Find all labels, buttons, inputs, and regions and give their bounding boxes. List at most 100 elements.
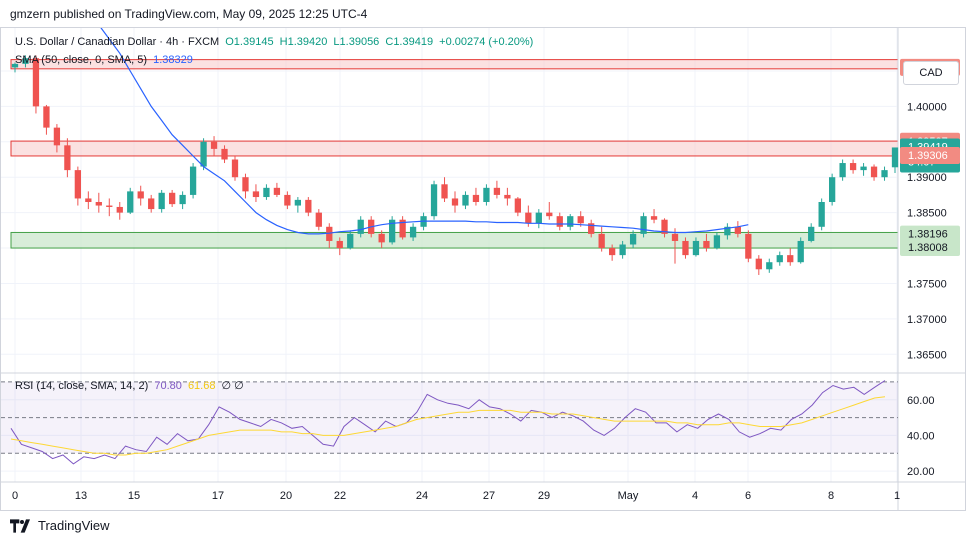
publish-caption: gmzern published on TradingView.com, May… (10, 7, 368, 21)
candle-body (294, 199, 301, 206)
rsi-sma-line (10, 396, 886, 456)
rsi-tick-label: 60.00 (907, 395, 935, 407)
rsi-tick-label: 40.00 (907, 430, 935, 442)
candle-body (284, 194, 291, 206)
candle-body (389, 219, 396, 243)
change-value: +0.00274 (+0.20%) (439, 36, 534, 48)
time-tick-label: 4 (692, 490, 698, 502)
candle-body (849, 163, 857, 171)
time-tick-label: 1 (894, 490, 900, 502)
footer: TradingView (10, 518, 110, 533)
candle-body (797, 240, 804, 263)
rsi-extra: ∅ ∅ (221, 380, 244, 392)
sma-line (100, 28, 749, 235)
candle-body (200, 141, 207, 167)
candle-body (671, 233, 679, 241)
candle-body (148, 198, 155, 210)
candle-body (609, 248, 616, 256)
candle-body (881, 170, 888, 178)
candle-body (273, 187, 281, 195)
candle-body (682, 240, 689, 256)
candle-body (483, 187, 490, 202)
candle-body (399, 219, 406, 238)
price-tick-label: 1.39000 (907, 172, 947, 184)
candle-body (169, 192, 176, 205)
candle-body (829, 177, 836, 202)
candle-body (43, 106, 50, 128)
candle-body (158, 192, 165, 210)
candle-body (734, 226, 741, 234)
candle-body (525, 212, 532, 224)
candle-body (210, 141, 218, 149)
chart-frame: 1.365001.370001.375001.380001.385001.390… (0, 27, 966, 511)
candle-body (451, 198, 459, 206)
candle-body (179, 194, 186, 205)
time-tick-label: 13 (75, 490, 87, 502)
candle-body (745, 233, 752, 259)
candle-body (347, 233, 354, 249)
candle-body (787, 255, 794, 263)
candle-body (64, 145, 71, 171)
candle-body (472, 194, 480, 202)
candle-body (231, 159, 239, 178)
candle-body (32, 58, 40, 107)
candle-body (504, 194, 511, 199)
symbol-name: U.S. Dollar / Canadian Dollar · 4h · FXC… (15, 36, 220, 48)
candle-body (11, 63, 19, 68)
time-tick-label: May (618, 490, 639, 502)
candle-body (221, 148, 228, 160)
rsi-value: 70.80 (154, 380, 182, 392)
zone-resistance-mid (10, 140, 899, 157)
rsi-tick-label: 20.00 (907, 466, 935, 478)
candle-body (514, 198, 521, 213)
rsi-legend: RSI (14, close, SMA, 14, 2) 70.80 61.68 … (15, 379, 247, 392)
price-tick-label: 1.38500 (907, 208, 947, 220)
time-tick-label: 8 (828, 490, 834, 502)
candle-body (818, 202, 825, 227)
candle-body (357, 219, 364, 234)
candle-body (336, 240, 343, 249)
candle-body (629, 233, 637, 245)
candle-body (315, 212, 322, 227)
candle-body (692, 240, 700, 256)
candle-body (724, 226, 731, 236)
price-label-bg (900, 225, 960, 243)
price-tick-label: 1.40000 (907, 101, 947, 113)
candle-body (189, 166, 197, 195)
candle-body (127, 191, 134, 213)
sma-value: 1.38329 (153, 54, 193, 66)
candle-body (755, 258, 762, 270)
tradingview-logo-icon (10, 518, 30, 533)
price-tick-label: 1.36500 (907, 349, 947, 361)
candle-body (891, 147, 899, 168)
currency-selector[interactable]: CAD (903, 61, 959, 85)
candle-body (577, 216, 584, 224)
footer-brand: TradingView (38, 518, 110, 533)
candle-body (242, 177, 249, 192)
candle-body (535, 212, 542, 224)
zone-support (10, 231, 899, 249)
price-tick-label: 1.37000 (907, 314, 947, 326)
candle-body (839, 163, 846, 178)
candle-body (378, 233, 385, 243)
price-label-bg (900, 238, 960, 256)
candle-body (326, 226, 333, 241)
time-tick-label: 22 (334, 490, 346, 502)
symbol-legend: U.S. Dollar / Canadian Dollar · 4h · FXC… (15, 36, 536, 48)
price-label-text: 1.38008 (908, 242, 948, 254)
candle-body (766, 262, 773, 270)
candle-body (430, 184, 438, 217)
time-tick-label: 17 (212, 490, 224, 502)
high-value: H1.39420 (279, 36, 328, 48)
candle-body (305, 199, 312, 213)
chart-canvas[interactable]: 1.365001.370001.375001.380001.385001.390… (1, 28, 965, 510)
candle-body (409, 226, 417, 238)
candle-body (22, 58, 29, 64)
rsi-line (10, 380, 886, 465)
candle-body (650, 216, 658, 220)
price-label-text: 1.38196 (908, 229, 948, 241)
time-tick-label: 15 (128, 490, 140, 502)
candle-body (137, 191, 144, 199)
time-tick-label: 27 (483, 490, 495, 502)
candle-body (567, 216, 574, 227)
